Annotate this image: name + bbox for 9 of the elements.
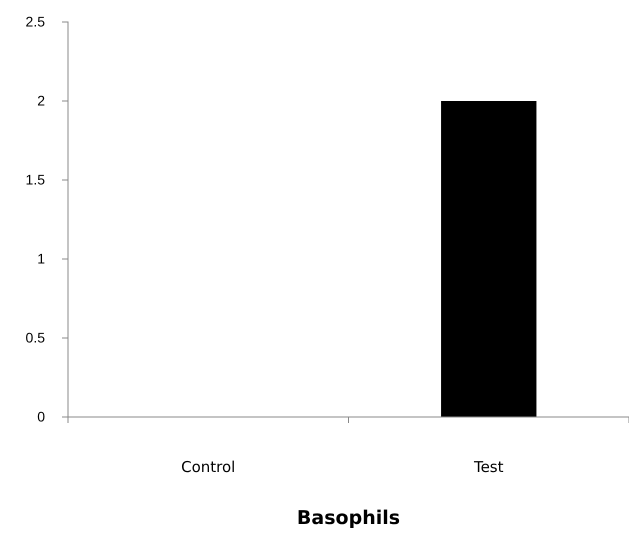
- y-tick-label: 1: [37, 250, 46, 266]
- y-tick-label: 0: [37, 408, 46, 424]
- x-axis-title: Basophils: [296, 507, 400, 529]
- x-tick-label: Control: [181, 458, 236, 476]
- y-tick-label: 2.5: [26, 13, 46, 30]
- y-tick-label: 2: [37, 92, 46, 108]
- y-tick-label: 0.5: [26, 329, 46, 346]
- y-tick-label: 1.5: [26, 171, 46, 188]
- x-tick-label: Test: [472, 458, 504, 476]
